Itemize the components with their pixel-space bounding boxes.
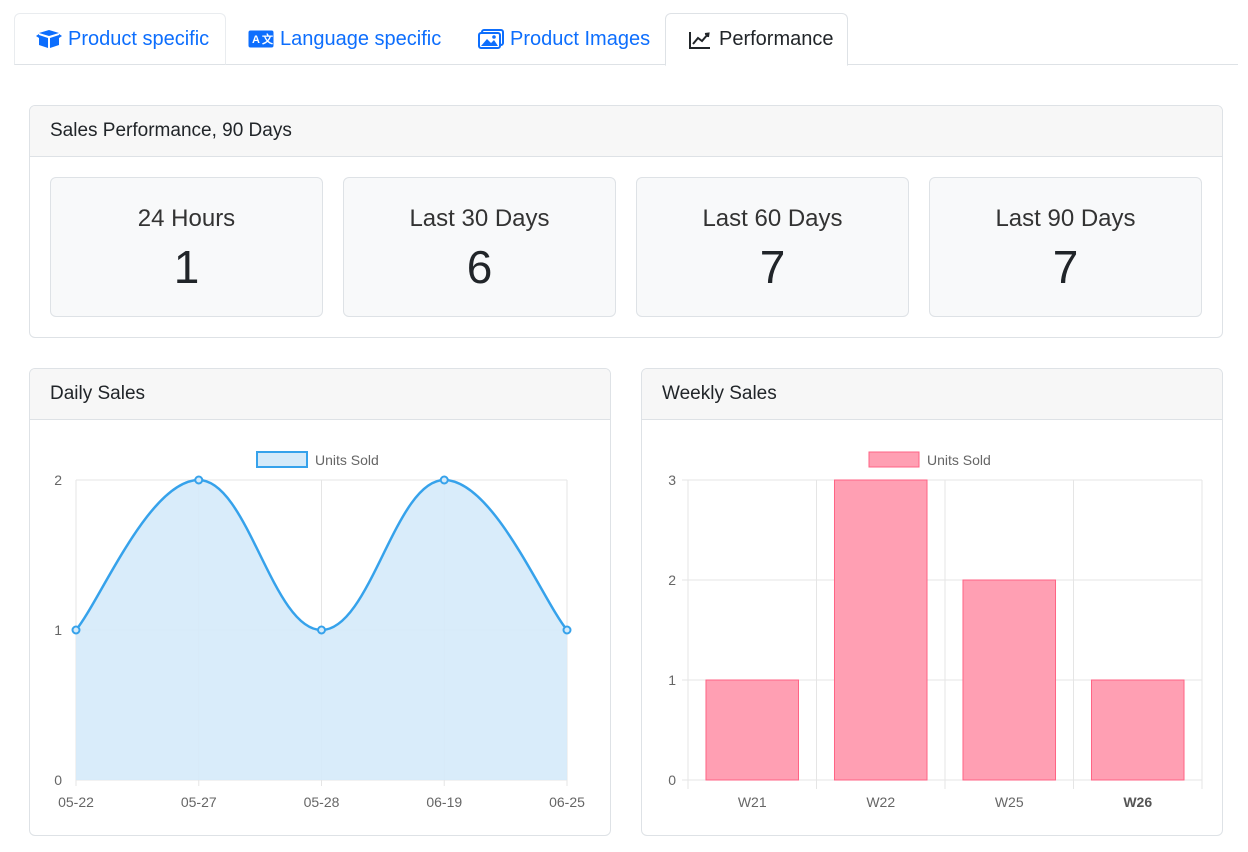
tab-label: Performance: [719, 28, 834, 50]
weekly-sales-card: Weekly Sales 0 1 2 3 W21 W22 W25 W26 Units Sold: [641, 368, 1223, 836]
stat-value: 7: [759, 241, 786, 293]
y-tick-label: 1: [668, 672, 676, 688]
sales-summary-card: Sales Performance, 90 Days 24 Hours 1 La…: [29, 105, 1223, 338]
stat-value: 1: [173, 241, 200, 293]
legend-swatch: [256, 451, 308, 468]
stat-label: Last 90 Days: [995, 205, 1136, 232]
bar: [833, 479, 928, 781]
x-tick-label: 06-25: [549, 794, 585, 810]
stat-value: 7: [1052, 241, 1079, 293]
tab-product-specific[interactable]: Product specific: [14, 13, 226, 65]
y-tick-label: 3: [668, 472, 676, 488]
x-tick-label: 05-28: [304, 794, 340, 810]
x-tick-label: 05-27: [181, 794, 217, 810]
x-tick-label: 05-22: [58, 794, 94, 810]
data-point: [317, 625, 326, 635]
stat-label: Last 60 Days: [702, 205, 843, 232]
y-tick-label: 2: [54, 472, 62, 488]
tab-label: Product specific: [68, 27, 210, 50]
x-tick-label: W26: [1123, 794, 1152, 810]
svg-text:文: 文: [262, 32, 274, 46]
data-point: [71, 625, 81, 635]
card-title: Weekly Sales: [642, 369, 1222, 420]
x-tick-label: W21: [738, 794, 767, 810]
stat-value: 6: [466, 241, 493, 293]
bar: [962, 579, 1057, 781]
tab-performance[interactable]: Performance: [665, 13, 848, 66]
legend-label: Units Sold: [927, 452, 991, 468]
tab-product-images[interactable]: Product Images: [456, 13, 665, 65]
tab-label: Product Images: [510, 27, 651, 50]
y-tick-label: 2: [668, 572, 676, 588]
daily-sales-card: Daily Sales 0 1 2 05-22 05-27 05-28 06-19 06-25…: [29, 368, 611, 836]
stat-24-hours: 24 Hours 1: [50, 177, 323, 317]
y-tick-label: 1: [54, 622, 62, 638]
y-tick-label: 0: [668, 772, 676, 788]
weekly-sales-chart: 0 1 2 3 W21 W22 W25 W26 Units Sold: [668, 451, 1203, 810]
chart-line-icon: [687, 29, 713, 51]
data-point: [439, 475, 449, 485]
stat-last-30-days: Last 30 Days 6: [343, 177, 616, 317]
images-icon: [478, 28, 504, 50]
stat-label: 24 Hours: [137, 205, 236, 232]
box-icon: [36, 28, 62, 50]
daily-sales-chart: 0 1 2 05-22 05-27 05-28 06-19 06-25 Units Sold: [54, 451, 585, 810]
x-tick-label: W22: [866, 794, 895, 810]
stat-last-60-days: Last 60 Days 7: [636, 177, 909, 317]
card-title: Daily Sales: [30, 369, 610, 420]
bar: [1090, 679, 1185, 781]
data-point: [194, 475, 204, 485]
legend-swatch: [868, 451, 920, 468]
card-title: Sales Performance, 90 Days: [30, 106, 1222, 157]
x-tick-label: W25: [995, 794, 1024, 810]
y-tick-label: 0: [54, 772, 62, 788]
svg-text:A: A: [252, 34, 260, 46]
data-point: [562, 625, 572, 635]
stat-last-90-days: Last 90 Days 7: [929, 177, 1202, 317]
tab-label: Language specific: [280, 27, 442, 50]
stat-label: Last 30 Days: [409, 205, 550, 232]
legend-label: Units Sold: [315, 452, 379, 468]
bar: [705, 679, 800, 781]
x-tick-label: 06-19: [426, 794, 462, 810]
